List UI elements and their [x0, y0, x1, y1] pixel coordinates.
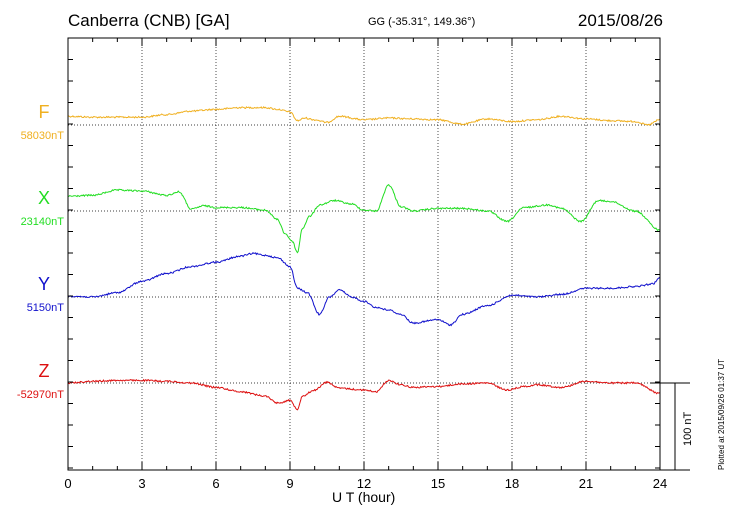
scale-bar-label: 100 nT [682, 411, 694, 446]
axis-ticks [67, 38, 661, 470]
x-tick-label: 24 [653, 476, 667, 491]
series-name-x: X [38, 188, 50, 208]
series-baseline-x: 23140nT [21, 216, 65, 228]
series-name-z: Z [39, 361, 50, 381]
series-line-x [67, 184, 661, 254]
series-lines [67, 105, 661, 411]
plotted-timestamp: Plotted at 2015/09/26 01:37 UT [717, 358, 726, 470]
station-title: Canberra (CNB) [GA] [68, 11, 230, 30]
station-coordinates: GG (-35.31°, 149.36°) [368, 16, 476, 28]
record-date: 2015/08/26 [577, 11, 663, 30]
scale-bar: 100 nT [650, 382, 694, 471]
x-tick-label: 18 [505, 476, 519, 491]
series-baseline-z: -52970nT [17, 389, 64, 401]
series-line-y [68, 251, 661, 327]
series-line-f [67, 105, 661, 126]
series-baseline-y: 5150nT [27, 302, 65, 314]
x-tick-labels: 0 3 6 9 12 15 18 21 24 [64, 476, 667, 491]
x-tick-label: 3 [138, 476, 145, 491]
series-labels: F 58030nT X 23140nT Y 5150nT Z -52970nT [17, 102, 64, 401]
series-name-y: Y [38, 274, 50, 294]
x-tick-label: 15 [431, 476, 445, 491]
x-axis-label: U T (hour) [332, 489, 396, 505]
x-tick-label: 0 [64, 476, 71, 491]
x-tick-label: 6 [212, 476, 219, 491]
series-line-z [67, 378, 661, 411]
series-name-f: F [39, 102, 50, 122]
x-tick-label: 9 [286, 476, 293, 491]
grid-lines [141, 38, 587, 470]
series-baseline-f: 58030nT [21, 130, 65, 142]
x-tick-label: 21 [579, 476, 593, 491]
x-tick-label: 12 [357, 476, 371, 491]
